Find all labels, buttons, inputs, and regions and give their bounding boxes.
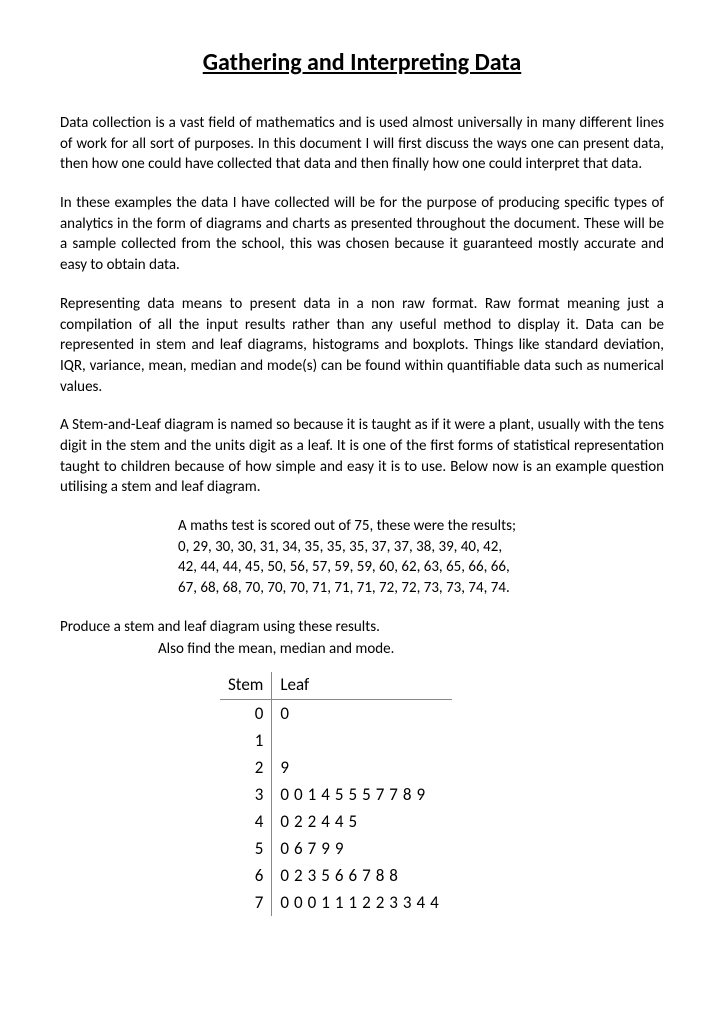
- leaf-cell: 0: [272, 700, 452, 728]
- stem-leaf-row: 0 0: [220, 700, 452, 728]
- leaf-cell: 023566788: [272, 862, 452, 889]
- example-line-3: 42, 44, 44, 45, 50, 56, 57, 59, 59, 60, …: [178, 557, 664, 578]
- stem-header: Stem: [220, 672, 272, 700]
- stem-leaf-row: 4 022445: [220, 808, 452, 835]
- stem-cell: 4: [220, 808, 272, 835]
- stem-leaf-row: 2 9: [220, 754, 452, 781]
- paragraph-1: Data collection is a vast field of mathe…: [60, 113, 664, 175]
- example-line-1: A maths test is scored out of 75, these …: [178, 516, 664, 537]
- leaf-cell: [272, 727, 452, 754]
- leaf-cell: 000111223344: [272, 889, 452, 916]
- paragraph-3: Representing data means to present data …: [60, 294, 664, 397]
- stem-leaf-row: 3 00145557789: [220, 781, 452, 808]
- paragraph-4: A Stem-and-Leaf diagram is named so beca…: [60, 415, 664, 498]
- stem-cell: 6: [220, 862, 272, 889]
- stem-cell: 0: [220, 700, 272, 728]
- example-line-2: 0, 29, 30, 30, 31, 34, 35, 35, 35, 37, 3…: [178, 537, 664, 558]
- leaf-cell: 022445: [272, 808, 452, 835]
- example-question: A maths test is scored out of 75, these …: [178, 516, 664, 599]
- task-line-1: Produce a stem and leaf diagram using th…: [60, 617, 664, 638]
- stem-cell: 7: [220, 889, 272, 916]
- paragraph-2: In these examples the data I have collec…: [60, 193, 664, 276]
- example-line-4: 67, 68, 68, 70, 70, 70, 71, 71, 71, 72, …: [178, 578, 664, 599]
- page-title: Gathering and Interpreting Data: [60, 48, 664, 77]
- stem-leaf-row: 1: [220, 727, 452, 754]
- stem-cell: 3: [220, 781, 272, 808]
- stem-cell: 5: [220, 835, 272, 862]
- leaf-header: Leaf: [272, 672, 452, 700]
- stem-cell: 1: [220, 727, 272, 754]
- stem-leaf-table: Stem Leaf 0 0 1 2 9 3 0: [220, 672, 452, 916]
- leaf-cell: 9: [272, 754, 452, 781]
- stem-leaf-row: 5 06799: [220, 835, 452, 862]
- document-page: Gathering and Interpreting Data Data col…: [0, 0, 724, 956]
- task-line-2: Also find the mean, median and mode.: [158, 639, 664, 660]
- leaf-cell: 00145557789: [272, 781, 452, 808]
- stem-leaf-diagram: Stem Leaf 0 0 1 2 9 3 0: [220, 672, 664, 916]
- stem-cell: 2: [220, 754, 272, 781]
- leaf-cell: 06799: [272, 835, 452, 862]
- stem-leaf-row: 6 023566788: [220, 862, 452, 889]
- stem-leaf-row: 7 000111223344: [220, 889, 452, 916]
